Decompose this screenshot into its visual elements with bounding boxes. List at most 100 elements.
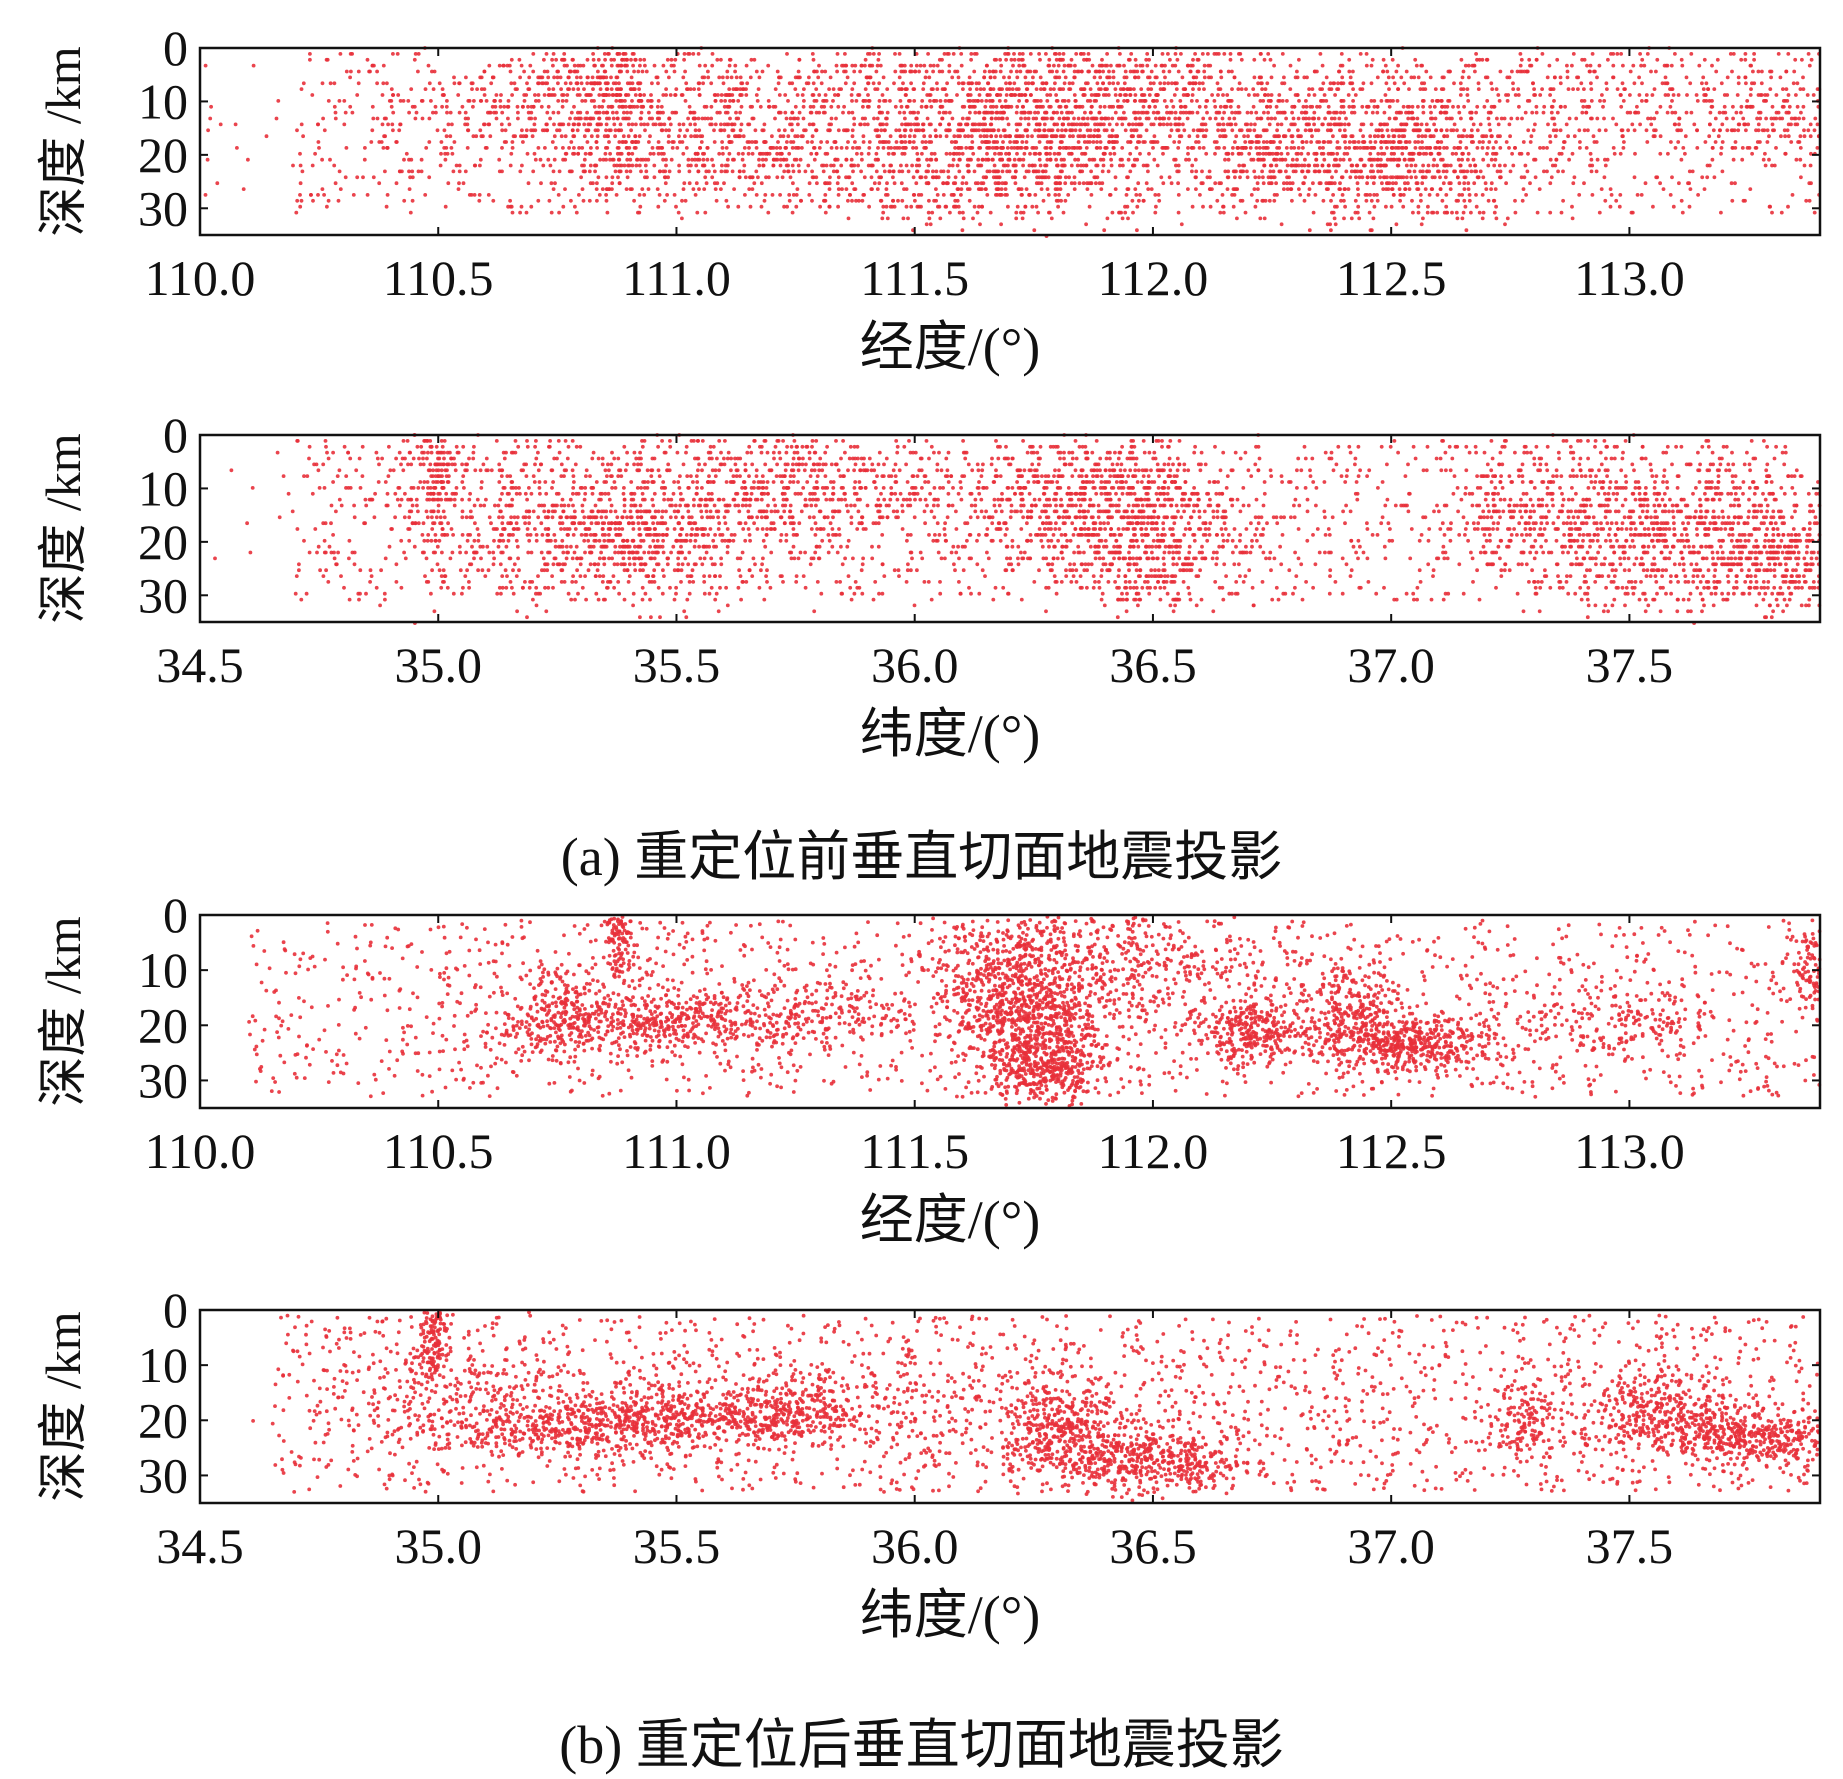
scatter-point xyxy=(1792,69,1797,74)
scatter-point xyxy=(974,87,979,91)
scatter-point xyxy=(810,140,814,144)
scatter-point xyxy=(1231,146,1235,150)
scatter-point xyxy=(504,140,508,144)
scatter-point xyxy=(967,75,972,80)
scatter-point xyxy=(1081,93,1086,97)
scatter-point xyxy=(841,110,845,115)
scatter-point xyxy=(1202,63,1207,68)
scatter-point xyxy=(1011,63,1015,68)
scatter-point xyxy=(539,75,544,80)
scatter-point xyxy=(920,128,925,133)
scatter-point xyxy=(529,116,534,121)
scatter-point xyxy=(950,163,955,168)
scatter-point xyxy=(463,169,468,174)
scatter-point xyxy=(512,81,517,86)
scatter-point xyxy=(1350,104,1355,109)
scatter-point xyxy=(875,63,880,68)
scatter-point xyxy=(1251,87,1256,91)
scatter-point xyxy=(636,140,641,144)
scatter-point xyxy=(612,57,616,62)
scatter-point xyxy=(1591,134,1596,139)
scatter-point xyxy=(706,75,711,80)
scatter-point xyxy=(543,146,547,150)
scatter-point xyxy=(1744,128,1748,133)
scatter-point xyxy=(966,81,971,86)
scatter-point xyxy=(832,140,837,144)
scatter-point xyxy=(939,169,943,174)
scatter-point xyxy=(1770,163,1774,168)
scatter-point xyxy=(967,198,972,203)
scatter-point xyxy=(1078,122,1082,127)
scatter-point xyxy=(627,116,631,121)
scatter-point xyxy=(866,93,870,97)
scatter-point xyxy=(654,75,659,80)
scatter-point xyxy=(1639,63,1643,68)
scatter-point xyxy=(1292,104,1297,109)
scatter-point xyxy=(600,104,605,109)
scatter-point xyxy=(754,93,759,97)
scatter-point xyxy=(984,187,988,192)
scatter-point xyxy=(975,210,980,215)
scatter-point xyxy=(1025,69,1030,74)
scatter-point xyxy=(1187,110,1191,115)
scatter-point xyxy=(1176,181,1180,186)
scatter-point xyxy=(631,52,636,56)
scatter-point xyxy=(603,69,608,74)
scatter-point xyxy=(646,187,651,192)
scatter-point xyxy=(1368,193,1372,197)
scatter-point xyxy=(951,157,956,162)
scatter-point xyxy=(664,87,668,91)
scatter-point xyxy=(898,63,903,68)
scatter-point xyxy=(713,99,718,103)
scatter-point xyxy=(1459,134,1464,139)
scatter-point xyxy=(624,169,629,174)
scatter-point xyxy=(846,216,851,221)
scatter-point xyxy=(1022,63,1027,68)
scatter-point xyxy=(1347,69,1352,74)
scatter-point xyxy=(1055,163,1060,168)
scatter-point xyxy=(642,93,646,97)
scatter-point xyxy=(938,134,943,139)
scatter-point xyxy=(1467,198,1472,203)
scatter-point xyxy=(715,181,720,186)
scatter-point xyxy=(1076,140,1081,144)
scatter-point xyxy=(1637,93,1642,97)
scatter-point xyxy=(999,222,1003,227)
scatter-point xyxy=(587,169,592,174)
scatter-point xyxy=(797,110,802,115)
scatter-point xyxy=(745,81,750,86)
scatter-point xyxy=(1382,110,1387,115)
scatter-point xyxy=(477,193,482,197)
scatter-point xyxy=(1540,87,1544,91)
scatter-point xyxy=(597,116,602,121)
scatter-point xyxy=(1149,122,1154,127)
scatter-point xyxy=(1589,157,1594,162)
scatter-point xyxy=(1356,187,1360,192)
scatter-point xyxy=(933,128,938,133)
scatter-point xyxy=(1364,110,1369,115)
scatter-point xyxy=(720,146,725,150)
scatter-point xyxy=(1767,134,1771,139)
scatter-point xyxy=(497,157,502,162)
scatter-point xyxy=(1254,146,1259,150)
scatter-point xyxy=(595,122,600,127)
scatter-point xyxy=(1113,187,1118,192)
scatter-point xyxy=(1373,140,1378,144)
scatter-point xyxy=(750,151,755,156)
scatter-point xyxy=(1053,134,1058,139)
scatter-point xyxy=(572,69,577,74)
scatter-point xyxy=(1003,134,1007,139)
scatter-point xyxy=(961,87,965,91)
scatter-point xyxy=(731,87,736,91)
scatter-point xyxy=(775,175,780,180)
scatter-point xyxy=(552,157,557,162)
scatter-point xyxy=(605,210,610,215)
scatter-point xyxy=(736,116,741,121)
scatter-point xyxy=(1756,69,1761,74)
scatter-point xyxy=(1300,140,1305,144)
scatter-point xyxy=(1420,181,1425,186)
scatter-point xyxy=(1020,104,1025,109)
scatter-point xyxy=(561,146,565,150)
scatter-point xyxy=(1401,146,1405,150)
scatter-point xyxy=(720,140,724,144)
